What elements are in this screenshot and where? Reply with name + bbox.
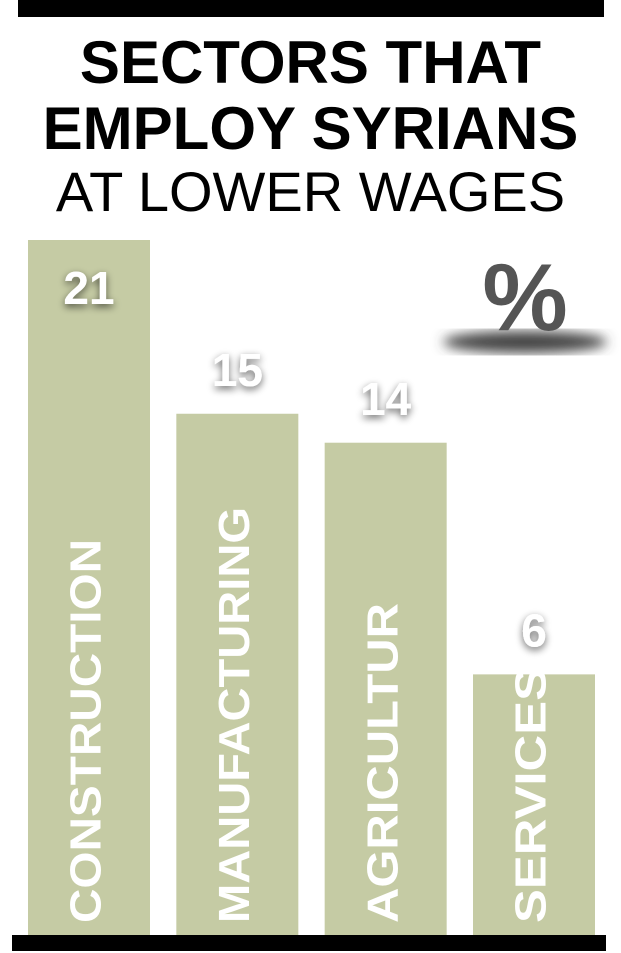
category-label: AGRICULTUR (358, 603, 407, 923)
bar (28, 240, 150, 935)
chart-title: SECTORS THAT EMPLOY SYRIANS (42, 29, 579, 162)
bottom-rule (12, 935, 606, 951)
category-label: MANUFACTURING (210, 507, 259, 923)
bar (473, 674, 595, 935)
value-label: 15 (212, 344, 263, 396)
category-label: SERVICES (507, 667, 556, 923)
header: SECTORS THAT EMPLOY SYRIANS AT LOWER WAG… (10, 30, 611, 222)
top-rule (18, 0, 604, 17)
category-label: CONSTRUCTION (62, 539, 111, 923)
bar (176, 413, 299, 935)
chart-subtitle: AT LOWER WAGES (55, 160, 566, 223)
value-label: 14 (360, 373, 412, 425)
value-label: 21 (63, 262, 114, 314)
unit-label: % (482, 244, 567, 351)
bar (324, 442, 447, 935)
value-label: 6 (521, 605, 547, 657)
unit-shadow (443, 331, 607, 353)
